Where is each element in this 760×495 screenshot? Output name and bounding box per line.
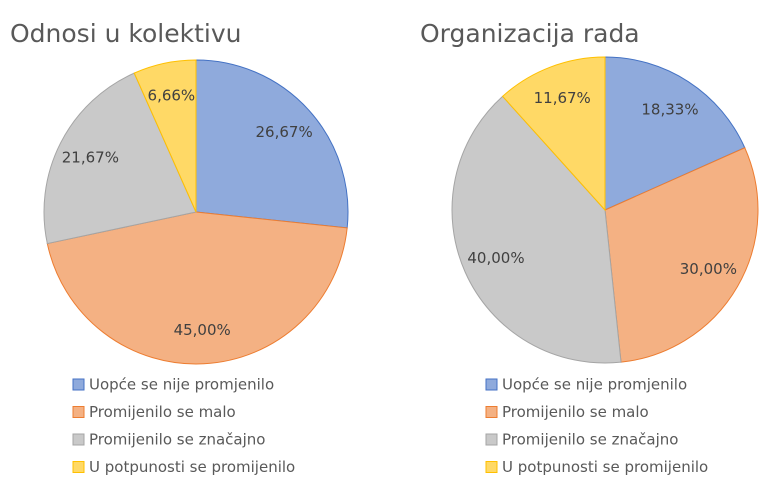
data-label: 30,00% (680, 260, 737, 278)
pie-slice (46, 211, 348, 365)
legend-label: Promijenilo se malo (502, 403, 649, 421)
pie-slice (195, 59, 349, 229)
chart-title: Organizacija rada (420, 19, 640, 48)
data-label: 40,00% (467, 249, 524, 267)
legend-label: Uopće se nije promjenilo (89, 376, 274, 394)
data-label: 18,33% (641, 100, 698, 118)
data-label: 21,67% (62, 149, 119, 167)
legend-swatch (72, 461, 85, 473)
data-label: 6,66% (148, 87, 196, 105)
data-label: 11,67% (534, 89, 591, 107)
legend-label: Uopće se nije promjenilo (502, 376, 687, 394)
legend-swatch (72, 378, 85, 391)
chart-title: Odnosi u kolektivu (10, 19, 241, 48)
pie-slice (604, 56, 746, 211)
pie-slice (133, 59, 197, 213)
legend-swatch (485, 406, 498, 418)
legend-label: U potpunosti se promijenilo (502, 458, 708, 476)
legend-swatch (72, 433, 85, 446)
pie-slice (451, 95, 622, 364)
legend-label: Promijenilo se značajno (502, 431, 678, 449)
legend-swatch (485, 433, 498, 446)
data-label: 45,00% (174, 321, 231, 339)
pie-slice (501, 56, 606, 212)
legend-label: Promijenilo se značajno (89, 431, 265, 449)
legend-swatch (72, 406, 85, 418)
pie-slice (43, 72, 197, 245)
data-label: 26,67% (256, 123, 313, 141)
legend-label: Promijenilo se malo (89, 403, 236, 421)
legend-swatch (485, 461, 498, 473)
legend-label: U potpunosti se promijenilo (89, 458, 295, 476)
legend-swatch (485, 378, 498, 391)
pie-slice (604, 147, 759, 363)
